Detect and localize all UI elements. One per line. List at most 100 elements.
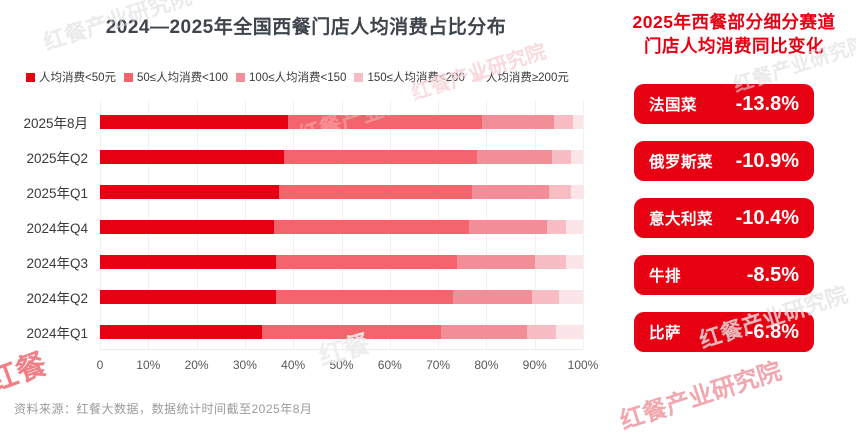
legend-item: 50≤人均消费<100	[124, 69, 228, 85]
bar-segment	[551, 149, 571, 164]
legend-item: 150≤人均消费<200	[354, 69, 465, 85]
x-tick: 0	[96, 358, 104, 372]
category-label: 2025年8月	[23, 115, 88, 131]
bar-segment	[566, 254, 583, 269]
pill-label: 法国菜	[649, 97, 698, 115]
category-label: 2024年Q1	[26, 325, 88, 341]
pill-value: -6.8%	[746, 320, 799, 343]
legend-label: 100≤人均消费<150	[249, 72, 347, 84]
pill-label: 俄罗斯菜	[649, 154, 714, 172]
x-axis: 0 10% 20% 30% 40% 50% 60% 70% 80% 90% 100%	[96, 349, 598, 375]
legend-label: 50≤人均消费<100	[137, 72, 229, 84]
x-tick: 80%	[474, 358, 499, 372]
bar-segment	[283, 149, 477, 164]
bar-segment	[534, 254, 567, 269]
legend-swatch	[472, 72, 482, 82]
bar-track	[100, 184, 583, 199]
category-label: 2024年Q3	[26, 255, 88, 271]
legend-item: 人均消费<50元	[26, 69, 116, 85]
bar-track	[100, 114, 583, 129]
bar-rows: 2025年8月 2025年Q2 2025年Q1 2024年Q4 2024年Q3 2024年…	[0, 104, 612, 349]
category-label: 2024年Q4	[26, 220, 88, 236]
bar-segment	[457, 254, 535, 269]
bar-segment	[261, 324, 441, 339]
bar-segment	[273, 219, 470, 234]
right-panel: 2025年西餐部分细分赛道 门店人均消费同比变化 法国菜 -13.8% 俄罗斯菜 -1…	[612, 0, 856, 423]
legend-swatch	[26, 72, 35, 82]
legend-item: 人均消费≥200元	[472, 69, 569, 85]
legend-swatch	[124, 72, 134, 82]
pill-value: -13.8%	[735, 92, 799, 115]
bar-segment	[100, 324, 262, 339]
bar-row: 2025年Q1	[0, 174, 612, 209]
x-tick: 50%	[329, 358, 354, 372]
bar-segment	[476, 149, 552, 164]
pill-value: -8.5%	[746, 263, 799, 286]
bar-row: 2024年Q1	[0, 314, 612, 349]
pill-list: 法国菜 -13.8% 俄罗斯菜 -10.9% 意大利菜 -10.4% 牛排 -8.5% 比萨 -6…	[634, 84, 814, 353]
bar-row: 2025年8月	[0, 104, 612, 139]
bar-segment	[469, 219, 547, 234]
bar-segment	[100, 149, 284, 164]
category-pill: 意大利菜 -10.4%	[634, 198, 814, 239]
bar-segment	[527, 324, 557, 339]
bar-track	[100, 219, 583, 234]
bar-segment	[471, 184, 550, 199]
pill-value: -10.9%	[735, 149, 799, 172]
bar-segment	[573, 114, 583, 129]
right-panel-title: 2025年西餐部分细分赛道 门店人均消费同比变化	[612, 10, 856, 58]
bar-segment	[566, 219, 583, 234]
right-panel-title-line2: 门店人均消费同比变化	[644, 36, 824, 57]
bar-segment	[549, 184, 571, 199]
x-tick: 70%	[426, 358, 451, 372]
bar-row: 2024年Q3	[0, 244, 612, 279]
legend-swatch	[354, 72, 364, 82]
legend-item: 100≤人均消费<150	[236, 69, 346, 85]
x-tick: 60%	[377, 358, 402, 372]
legend-swatch	[236, 72, 246, 82]
pill-label: 意大利菜	[649, 211, 714, 229]
category-pill: 比萨 -6.8%	[634, 312, 814, 353]
chart-title: 2024—2025年全国西餐门店人均消费占比分布	[105, 17, 507, 38]
x-tick: 40%	[281, 358, 306, 372]
category-pill: 俄罗斯菜 -10.9%	[634, 141, 814, 182]
category-label: 2025年Q2	[26, 150, 88, 166]
bar-segment	[570, 184, 583, 199]
plot: 2025年8月 2025年Q2 2025年Q1 2024年Q4 2024年Q3 2024年…	[0, 100, 612, 349]
x-tick: 90%	[522, 358, 547, 372]
bar-segment	[288, 114, 482, 129]
x-tick: 100%	[567, 358, 599, 372]
source-note: 资料来源：红餐大数据，数据统计时间截至2025年8月	[14, 402, 313, 416]
bar-segment	[553, 114, 574, 129]
legend-label: 人均消费<50元	[39, 72, 117, 84]
bar-row: 2024年Q2	[0, 279, 612, 314]
bar-segment	[276, 289, 453, 304]
bar-track	[100, 289, 583, 304]
legend-label: 150≤人均消费<200	[367, 72, 465, 84]
bar-segment	[558, 289, 583, 304]
category-pill: 牛排 -8.5%	[634, 255, 814, 296]
x-tick: 20%	[184, 358, 209, 372]
bar-segment	[452, 289, 533, 304]
bar-segment	[100, 289, 277, 304]
pill-value: -10.4%	[735, 206, 799, 229]
bar-segment	[278, 184, 472, 199]
bar-segment	[100, 254, 277, 269]
left-chart-section: 2024—2025年全国西餐门店人均消费占比分布 人均消费<50元 50≤人均消费…	[0, 17, 612, 416]
bar-segment	[556, 324, 583, 339]
bar-segment	[546, 219, 567, 234]
category-pill: 法国菜 -13.8%	[634, 84, 814, 125]
bar-row: 2024年Q4	[0, 209, 612, 244]
bar-row: 2025年Q2	[0, 139, 612, 174]
gridline	[583, 100, 584, 349]
bar-segment	[100, 219, 274, 234]
category-label: 2025年Q1	[26, 185, 88, 201]
category-label: 2024年Q2	[26, 290, 88, 306]
x-tick: 30%	[232, 358, 257, 372]
pill-label: 牛排	[649, 268, 682, 286]
bar-track	[100, 324, 583, 339]
pill-label: 比萨	[649, 325, 682, 343]
legend: 人均消费<50元 50≤人均消费<100 100≤人均消费<150 150≤人均消费<…	[26, 69, 612, 85]
bar-segment	[100, 114, 289, 129]
right-panel-title-line1: 2025年西餐部分细分赛道	[632, 12, 836, 32]
